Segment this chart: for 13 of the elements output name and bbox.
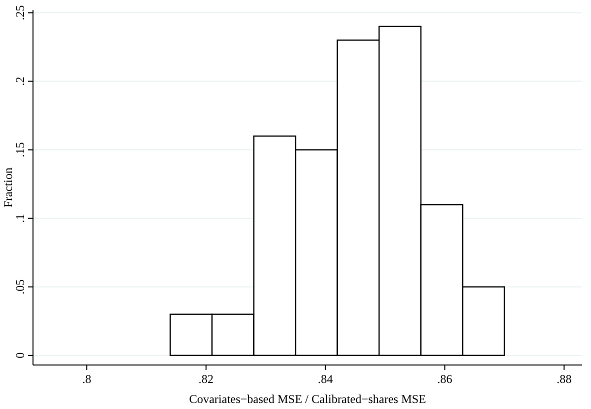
x-tick-label: .88	[556, 372, 572, 386]
y-tick-label: .1	[13, 214, 27, 223]
y-tick-label: .15	[13, 142, 27, 158]
y-tick-label: .2	[13, 76, 27, 86]
x-tick-label: .82	[198, 372, 214, 386]
y-tick-label: .05	[13, 279, 27, 294]
y-tick-label: .25	[13, 5, 27, 20]
y-tick-label: 0	[13, 352, 27, 358]
x-tick-label: .86	[437, 372, 452, 386]
y-axis-title: Fraction	[1, 168, 15, 208]
x-tick-label: .84	[318, 372, 333, 386]
x-axis-title: Covariates−based MSE / Calibrated−shares MSE	[189, 392, 426, 406]
x-tick-label: .8	[82, 372, 92, 386]
